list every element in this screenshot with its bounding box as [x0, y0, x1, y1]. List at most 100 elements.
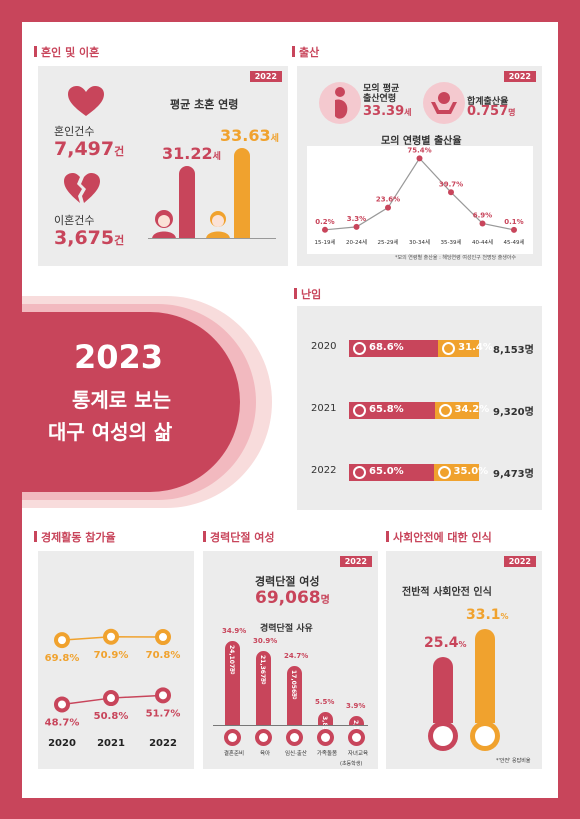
pregnant-icon — [319, 82, 361, 124]
career-reason-bar — [318, 711, 333, 725]
career-reason-label: 육아 — [259, 751, 271, 757]
marriage-year-badge: 2022 — [249, 71, 282, 82]
career-reason-pct: 3.9% — [346, 701, 366, 710]
man-icon — [206, 211, 230, 239]
birth-rate-chart-title: 모의 연령별 출산율 — [381, 136, 462, 147]
birth-year-badge: 2022 — [503, 71, 536, 82]
economy-section-title: 경제활동 참가율 — [34, 529, 116, 545]
male-icon — [438, 404, 452, 417]
divorce-count-label: 이혼건수 — [54, 214, 95, 227]
career-reason-icon — [224, 729, 241, 746]
birth-rate-value-label: 39.7% — [439, 180, 463, 188]
safety-subtitle: 전반적 사회안전 인식 — [402, 587, 492, 598]
birth-rate-value-label: 0.1% — [504, 218, 523, 226]
infertility-female-bar: 65.0% — [349, 464, 434, 481]
career-reason-note: (초등학생) — [340, 761, 363, 767]
infertility-row: 2020 68.6% 31.4% 8,153명 — [297, 336, 542, 360]
career-total-value: 69,068명 — [255, 588, 330, 608]
safety-female-value: 33.1% — [466, 607, 509, 623]
divorce-count-value: 3,675건 — [54, 227, 125, 249]
career-reason-pct: 24.7% — [284, 651, 309, 660]
career-year-badge: 2022 — [339, 556, 372, 567]
infertility-total: 9,473명 — [493, 469, 534, 480]
career-reason-label: 자녀교육 — [347, 751, 369, 757]
safety-female-bar — [475, 629, 495, 723]
birth-rate-point — [479, 220, 486, 227]
birth-rate-age-label: 40-44세 — [472, 238, 493, 246]
avg-first-marriage-age-title: 평균 초혼 연령 — [170, 98, 239, 111]
career-reason-count: 3,833명 — [320, 716, 329, 741]
economy-value-label: 51.7% — [146, 708, 181, 719]
infertility-year: 2022 — [311, 465, 337, 476]
safety-woman-icon — [428, 721, 458, 751]
birth-footnote: *모의 연령별 출산율 : 해당연령 여성인구 천명당 출생아수 — [395, 255, 517, 261]
heart-icon — [68, 86, 104, 116]
birth-rate-age-label: 30-34세 — [409, 238, 430, 246]
broken-heart-icon — [64, 173, 100, 203]
economy-year-label: 2020 — [48, 738, 76, 749]
career-panel: 2022 경력단절 여성 69,068명 경력단절 사유 34.9% 24,107… — [203, 551, 378, 769]
economy-value-label: 70.9% — [94, 650, 129, 661]
safety-year-badge: 2022 — [503, 556, 536, 567]
marriage-count-label: 혼인건수 — [54, 125, 95, 138]
tfr-label: 합계출산율 — [467, 97, 509, 107]
career-reason-icon — [286, 729, 303, 746]
career-section-title: 경력단절 여성 — [203, 529, 275, 545]
infertility-total: 8,153명 — [493, 345, 534, 356]
birth-rate-value-label: 6.9% — [473, 211, 492, 219]
safety-panel: 2022 전반적 사회안전 인식 25.4% 33.1% *'안전' 응답비율 — [386, 551, 542, 769]
birth-rate-value-label: 0.2% — [315, 218, 334, 226]
birth-rate-value-label: 23.6% — [376, 196, 400, 204]
age-chart-baseline — [148, 238, 276, 239]
infertility-panel: 2020 68.6% 31.4% 8,153명 2021 65.8% 34.2% 9,320명… — [297, 306, 542, 510]
infertility-female-value: 68.6% — [369, 342, 404, 353]
career-reason-count: 24,107명 — [228, 645, 235, 675]
hero-year: 2023 — [74, 338, 164, 376]
infertility-row: 2021 65.8% 34.2% 9,320명 — [297, 398, 542, 422]
economy-value-label: 48.7% — [45, 717, 80, 728]
career-reason-label: 임신·출산 — [285, 751, 307, 757]
career-reason-bar — [287, 665, 302, 725]
woman-icon — [152, 210, 176, 239]
infertility-year: 2020 — [311, 341, 337, 352]
economy-value-label: 50.8% — [94, 711, 129, 722]
male-icon — [442, 342, 456, 355]
birth-rate-value-label: 3.3% — [347, 215, 366, 223]
economy-year-label: 2021 — [97, 738, 125, 749]
economy-year-label: 2022 — [149, 738, 177, 749]
career-reason-label: 결혼준비 — [223, 751, 245, 757]
male-avg-age: 31.22세 — [162, 144, 221, 163]
career-reason-label: 가족돌봄 — [316, 751, 338, 757]
career-reason-count: 21,367명 — [259, 654, 266, 684]
career-reason-icon — [255, 729, 272, 746]
hero-banner: 2023 통계로 보는 대구 여성의 삶 — [22, 312, 240, 492]
marriage-count-value: 7,497건 — [54, 138, 125, 160]
avg-birth-age-label: 모의 평균 출산연령 — [363, 84, 400, 104]
infertility-female-value: 65.8% — [369, 404, 404, 415]
career-reason-pct: 34.9% — [222, 627, 247, 636]
hero-line-2: 대구 여성의 삶 — [48, 420, 173, 444]
avg-birth-age-value: 33.39세 — [363, 104, 412, 119]
birth-rate-value-label: 75.4% — [407, 146, 431, 154]
female-age-bar — [234, 148, 250, 238]
female-icon — [353, 342, 366, 355]
career-total-label: 경력단절 여성 — [255, 575, 320, 588]
birth-panel: 2022 모의 평균 출산연령 33.39세 합계출산율 0.757명 모의 연령… — [297, 66, 542, 266]
male-age-bar — [179, 166, 195, 238]
infertility-male-value: 35.0% — [453, 466, 489, 477]
birth-rate-point — [416, 155, 423, 162]
infertility-female-bar: 68.6% — [349, 340, 439, 357]
birth-rate-point — [511, 226, 517, 233]
career-reason-count: 17,056명 — [290, 669, 297, 699]
career-chart-baseline — [213, 725, 368, 726]
safety-male-value: 25.4% — [424, 635, 467, 651]
birth-rate-age-label: 15-19세 — [314, 238, 335, 246]
birth-rate-point — [448, 189, 454, 196]
economy-value-label: 69.8% — [45, 653, 80, 664]
birth-rate-chart: 0.2% 15-19세 3.3% 20-24세 23.6% 25-29세 75.4% 30-3… — [307, 146, 533, 254]
marriage-section-title: 혼인 및 이혼 — [34, 44, 99, 60]
safety-footnote: *'안전' 응답비율 — [496, 758, 531, 764]
birth-rate-age-label: 25-29세 — [377, 238, 398, 246]
infertility-year: 2021 — [311, 403, 337, 414]
